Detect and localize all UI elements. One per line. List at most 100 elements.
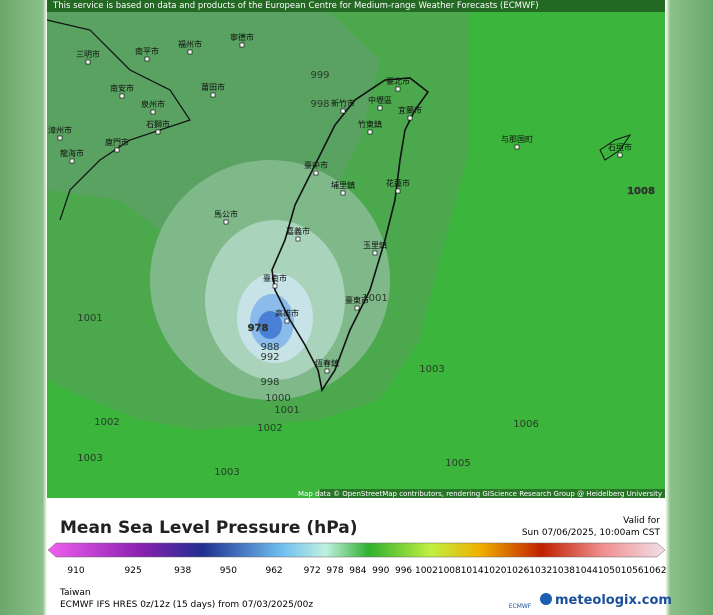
isobar-label: 1001	[77, 313, 102, 324]
isobar-label: 1008	[627, 186, 655, 197]
place-label: 臺東市	[345, 295, 369, 305]
place-label: 漳州市	[48, 125, 72, 135]
place-dot	[187, 49, 193, 55]
scale-tick-label: 1020	[484, 566, 507, 576]
scale-tick-label: 938	[174, 566, 191, 576]
place-label: 臺中市	[304, 160, 328, 170]
isobar-label: 978	[248, 323, 269, 334]
logo-icon	[540, 593, 552, 605]
scale-tick-label: 1038	[552, 566, 575, 576]
coastline	[599, 134, 632, 161]
isobar-label: 1002	[257, 423, 282, 434]
coastline	[271, 77, 430, 393]
scale-tick-label: 978	[326, 566, 343, 576]
place-label: 宜蘭市	[398, 105, 422, 115]
place-label: 南安市	[110, 83, 134, 93]
place-label: 龍海市	[60, 148, 84, 158]
scale-tick-label: 1026	[506, 566, 529, 576]
valid-time: Sun 07/06/2025, 10:00am CST	[522, 528, 661, 538]
scale-tick-label: 1002	[415, 566, 438, 576]
place-label: 馬公市	[214, 209, 238, 219]
place-label: 臺南市	[263, 273, 287, 283]
place-dot	[114, 147, 120, 153]
place-dot	[367, 129, 373, 135]
place-label: 南平市	[135, 46, 159, 56]
place-dot	[372, 250, 378, 256]
color-scale	[47, 542, 666, 558]
isobar-label: 998	[310, 99, 329, 110]
place-dot	[324, 368, 330, 374]
place-dot	[340, 108, 346, 114]
place-label: 石垣市	[608, 142, 632, 152]
place-dot	[57, 135, 63, 141]
place-label: 花蓮市	[386, 178, 410, 188]
scale-tick-label: 910	[67, 566, 84, 576]
banner-bg	[47, 0, 665, 12]
place-dot	[284, 318, 290, 324]
place-label: 石獅市	[146, 119, 170, 129]
place-dot	[85, 59, 91, 65]
place-label: 恆春鎮	[315, 358, 339, 368]
banner: This service is based on data and produc…	[52, 1, 539, 11]
place-dot	[155, 129, 161, 135]
place-dot	[144, 56, 150, 62]
scale-tick-label: 962	[265, 566, 282, 576]
scale-tick-label: 925	[125, 566, 142, 576]
scale-tick-label: 1032	[529, 566, 552, 576]
place-label: 中壢區	[368, 95, 392, 105]
valid-label: Valid for	[623, 516, 660, 526]
place-dot	[313, 170, 319, 176]
coastline	[46, 19, 191, 221]
scale-tick-label: 996	[395, 566, 412, 576]
place-label: 嘉義市	[286, 226, 310, 236]
place-dot	[377, 105, 383, 111]
place-dot	[210, 92, 216, 98]
place-label: 新竹市	[331, 98, 355, 108]
place-dot	[354, 305, 360, 311]
place-label: 与那国町	[501, 135, 533, 144]
scale-tick-label: 1044	[575, 566, 598, 576]
model-info: ECMWF IFS HRES 0z/12z (15 days) from 07/…	[60, 600, 313, 610]
place-dot	[272, 283, 278, 289]
place-dot	[150, 109, 156, 115]
place-dot	[395, 188, 401, 194]
isobar-label: 1001	[274, 405, 299, 416]
scale-tick-label: 1062	[644, 566, 667, 576]
place-label: 福州市	[178, 39, 202, 49]
isobar-label: 1005	[445, 458, 470, 469]
place-label: 埔里鎮	[331, 180, 355, 190]
place-label: 莆田市	[201, 82, 225, 92]
place-dot	[69, 158, 75, 164]
logo: meteologix.com	[555, 593, 672, 608]
place-dot	[223, 219, 229, 225]
place-label: 高雄市	[275, 308, 299, 318]
place-dot	[119, 93, 125, 99]
isobar-label: 988	[260, 342, 279, 353]
scale-tick-label: 984	[349, 566, 366, 576]
place-dot	[395, 86, 401, 92]
place-dot	[514, 144, 520, 150]
title: Mean Sea Level Pressure (hPa)	[60, 518, 357, 538]
isobar-label: 992	[260, 352, 279, 363]
isobar-label: 1006	[513, 419, 538, 430]
ecmwf-logo: ECMWF	[509, 603, 532, 610]
place-label: 三明市	[76, 49, 100, 59]
isobar-label: 1001	[362, 293, 387, 304]
scale-tick-label: 972	[304, 566, 321, 576]
region: Taiwan	[59, 588, 91, 598]
isobar-label: 1003	[214, 467, 239, 478]
scale-tick-label: 990	[372, 566, 389, 576]
attribution-bg	[320, 489, 665, 498]
pressure-area	[258, 311, 282, 339]
place-label: 寧德市	[230, 32, 254, 42]
scale-tick-label: 1056	[621, 566, 644, 576]
scale-tick-label: 1050	[598, 566, 621, 576]
isobar-label: 1000	[265, 393, 290, 404]
place-label: 玉里鎮	[363, 240, 387, 250]
scale-tick-label: 950	[220, 566, 237, 576]
scale-tick-label: 1008	[438, 566, 461, 576]
place-label: 廈門市	[105, 137, 129, 147]
place-dot	[407, 115, 413, 121]
attribution: Map data © OpenStreetMap contributors, r…	[298, 490, 662, 498]
